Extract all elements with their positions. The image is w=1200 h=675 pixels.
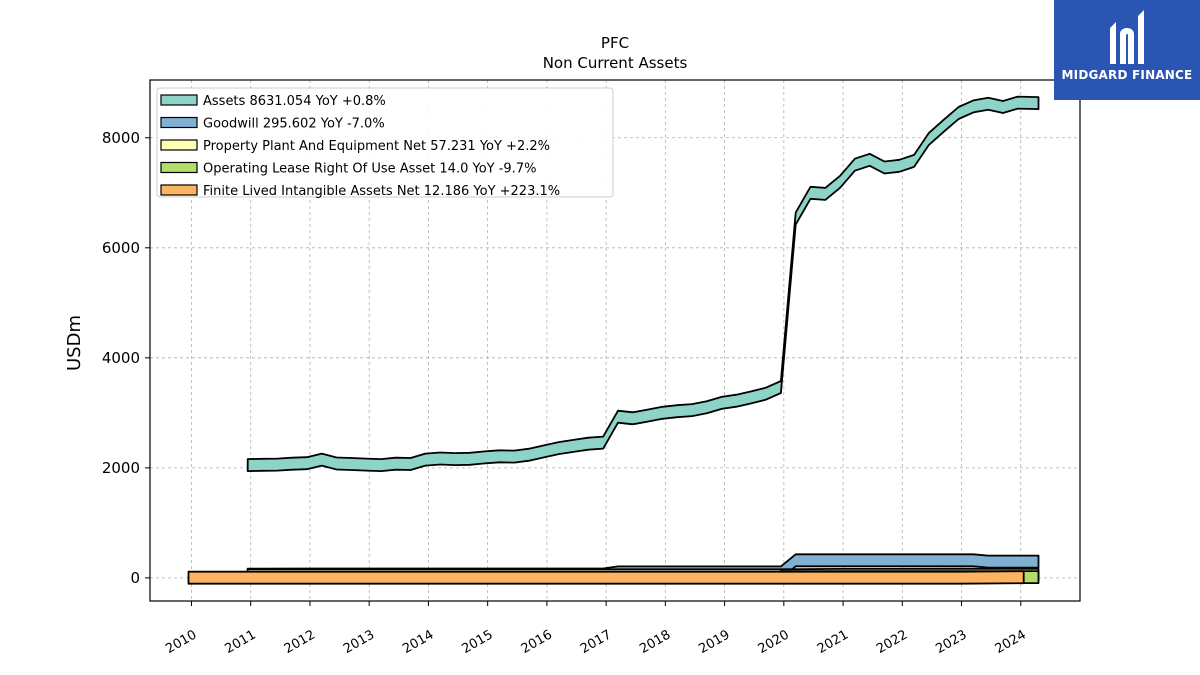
y-tick-label: 0: [130, 569, 140, 587]
x-tick-label: 2012: [282, 627, 318, 657]
x-tick-label: 2011: [223, 627, 259, 657]
brand-name: MIDGARD FINANCE: [1061, 68, 1193, 82]
brand-mark-icon: [1110, 10, 1144, 64]
y-tick-label: 4000: [102, 349, 140, 367]
x-tick-label: 2013: [341, 627, 377, 657]
legend-swatch-1: [160, 116, 198, 129]
y-tick-label: 6000: [102, 239, 140, 257]
legend-swatch-4: [160, 184, 198, 196]
y-axis-label: USDm: [64, 315, 85, 371]
y-tick-label: 2000: [102, 459, 140, 477]
x-tick-label: 2016: [519, 627, 555, 657]
x-tick-label: 2024: [993, 627, 1029, 657]
series-band-4: [187, 570, 1025, 585]
chart-title: PFC: [601, 34, 629, 52]
x-tick-label: 2015: [459, 627, 495, 657]
legend-swatch-2: [160, 139, 198, 151]
chart-subtitle: Non Current Assets: [543, 54, 688, 72]
x-tick-label: 2019: [696, 627, 732, 657]
x-tick-label: 2010: [163, 627, 199, 657]
legend-label-1: Goodwill 295.602 YoY -7.0%: [203, 117, 385, 132]
x-tick-label: 2022: [874, 627, 910, 657]
legend-label-3: Operating Lease Right Of Use Asset 14.0 …: [203, 162, 536, 177]
x-tick-label: 2014: [400, 627, 436, 657]
legend-label-4: Finite Lived Intangible Assets Net 12.18…: [203, 184, 560, 199]
x-tick-label: 2020: [756, 627, 792, 657]
legend-box: [156, 87, 614, 198]
legend-swatch-3: [160, 161, 198, 174]
y-tick-label: 8000: [102, 129, 140, 147]
legend-label-0: Assets 8631.054 YoY +0.8%: [203, 94, 386, 109]
x-tick-label: 2017: [578, 627, 614, 657]
legend-swatch-0: [160, 94, 198, 106]
legend-label-2: Property Plant And Equipment Net 57.231 …: [203, 139, 550, 154]
legend: Assets 8631.054 YoY +0.8% Goodwill 295.60…: [156, 87, 614, 199]
x-tick-label: 2018: [637, 627, 673, 657]
x-tick-label: 2021: [815, 627, 851, 657]
brand-logo: MIDGARD FINANCE: [1054, 0, 1200, 100]
plot-frame: [149, 79, 1081, 602]
x-tick-label: 2023: [933, 627, 969, 657]
series-band-0: [246, 95, 1040, 473]
series-layer: [187, 95, 1040, 585]
